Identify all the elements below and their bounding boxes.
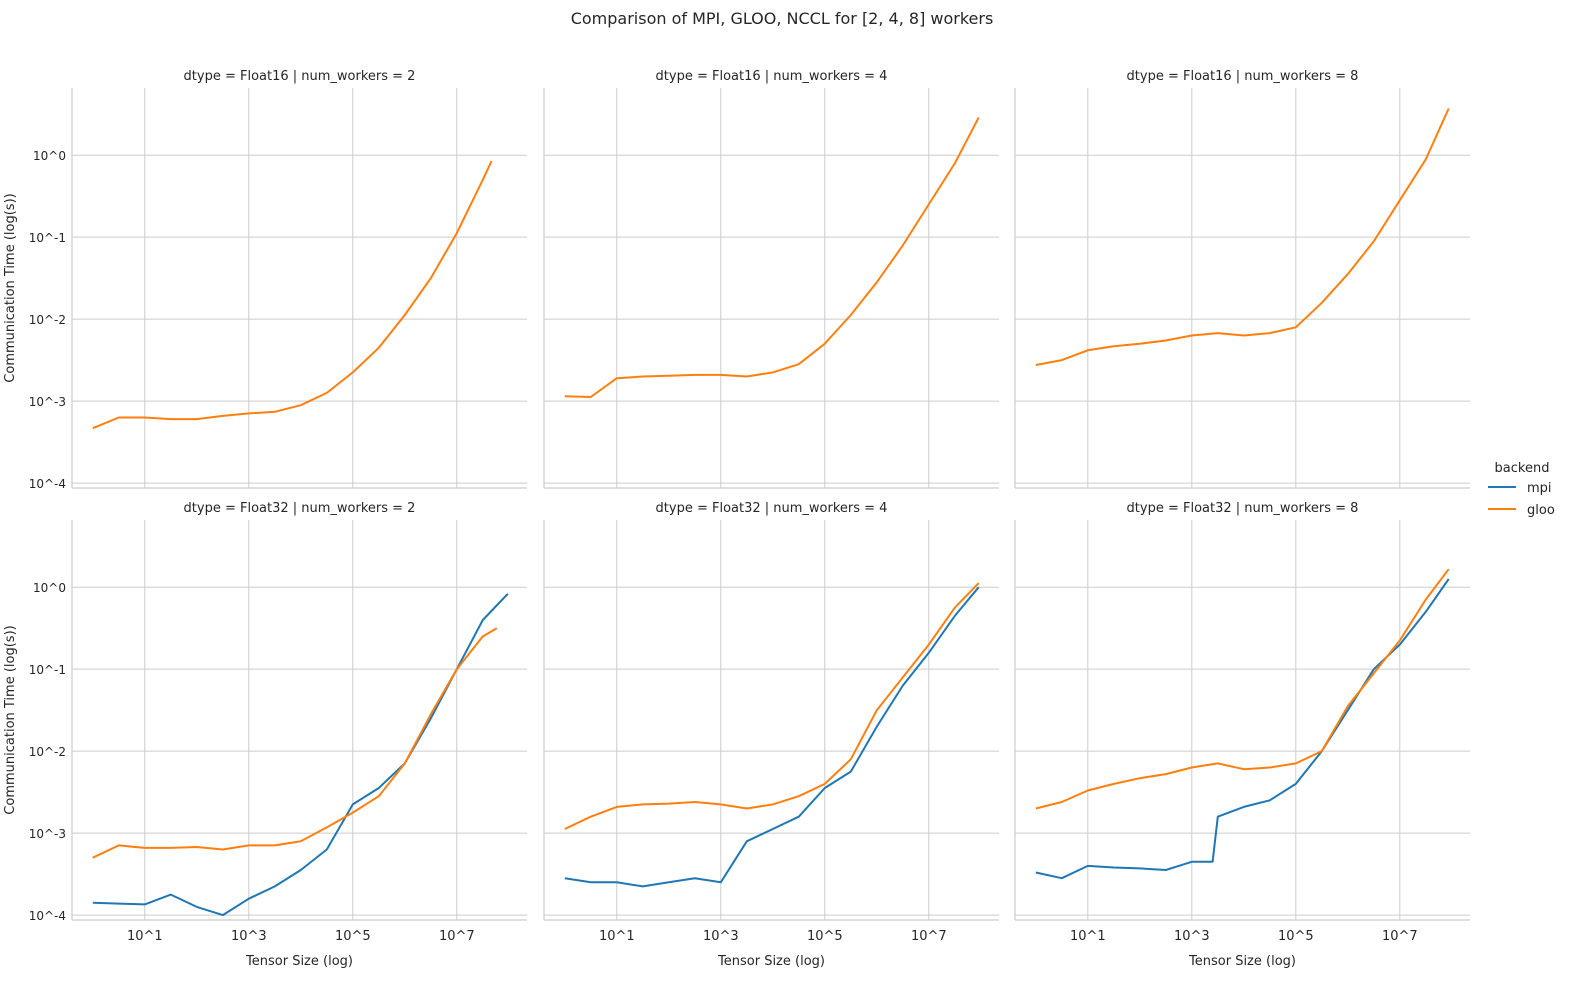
- x-tick-label: 10^7: [911, 929, 947, 944]
- facet-panel: dtype = Float16 | num_workers = 2 10^0 10^…: [3, 69, 527, 491]
- panel-title: dtype = Float16 | num_workers = 8: [1127, 69, 1359, 84]
- y-tick-label: 10^-3: [29, 395, 66, 409]
- y-tick-label: 10^-4: [29, 909, 66, 923]
- x-tick-label: 10^1: [127, 929, 163, 944]
- legend-label-mpi: mpi: [1527, 481, 1552, 496]
- series-line-gloo: [1035, 108, 1450, 366]
- x-tick-label: 10^3: [1174, 929, 1210, 944]
- panel-title: dtype = Float16 | num_workers = 2: [184, 69, 416, 84]
- panel-title: dtype = Float16 | num_workers = 4: [656, 69, 888, 84]
- y-tick-label: 10^-1: [29, 663, 66, 677]
- facet-panel: dtype = Float32 | num_workers = 4 10^1 10^…: [543, 501, 999, 969]
- x-tick-label: 10^5: [807, 929, 843, 944]
- facet-panel: dtype = Float16 | num_workers = 8: [1014, 69, 1470, 489]
- series-line-gloo: [92, 627, 498, 859]
- legend-label-gloo: gloo: [1527, 503, 1555, 518]
- panel-title: dtype = Float32 | num_workers = 2: [184, 501, 416, 516]
- series-line-gloo: [564, 582, 980, 830]
- x-axis-label: Tensor Size (log): [1188, 954, 1296, 969]
- y-tick-label: 10^0: [33, 149, 66, 163]
- series-line-gloo: [564, 117, 980, 398]
- y-axis-label: Communication Time (log(s)): [3, 625, 18, 814]
- x-tick-label: 10^3: [231, 929, 267, 944]
- panel-title: dtype = Float32 | num_workers = 4: [656, 501, 888, 516]
- series-line-mpi: [1035, 578, 1450, 880]
- facet-panel: dtype = Float32 | num_workers = 8 10^1 10^…: [1014, 501, 1470, 969]
- x-tick-label: 10^1: [599, 929, 635, 944]
- y-tick-label: 10^-2: [29, 313, 66, 327]
- x-axis-label: Tensor Size (log): [717, 954, 825, 969]
- panel-title: dtype = Float32 | num_workers = 8: [1127, 501, 1359, 516]
- y-tick-label: 10^-1: [29, 231, 66, 245]
- x-tick-label: 10^5: [335, 929, 371, 944]
- x-tick-label: 10^1: [1070, 929, 1106, 944]
- figure-title: Comparison of MPI, GLOO, NCCL for [2, 4,…: [571, 9, 994, 28]
- y-tick-label: 10^-2: [29, 745, 66, 759]
- x-tick-label: 10^3: [703, 929, 739, 944]
- series-line-gloo: [1035, 568, 1450, 810]
- legend-title: backend: [1495, 461, 1550, 476]
- facet-panel: dtype = Float16 | num_workers = 4: [543, 69, 999, 489]
- x-tick-label: 10^7: [1382, 929, 1418, 944]
- series-line-mpi: [564, 586, 980, 888]
- y-axis-label: Communication Time (log(s)): [3, 193, 18, 382]
- series-line-gloo: [92, 160, 493, 430]
- series-line-mpi: [92, 593, 509, 917]
- legend: backend mpi gloo: [1488, 461, 1555, 518]
- x-tick-label: 10^5: [1278, 929, 1314, 944]
- y-tick-label: 10^0: [33, 581, 66, 595]
- y-tick-label: 10^-3: [29, 827, 66, 841]
- y-tick-label: 10^-4: [29, 477, 66, 491]
- x-tick-label: 10^7: [439, 929, 475, 944]
- facet-panel: dtype = Float32 | num_workers = 2 10^1 10^…: [3, 501, 527, 969]
- x-axis-label: Tensor Size (log): [245, 954, 353, 969]
